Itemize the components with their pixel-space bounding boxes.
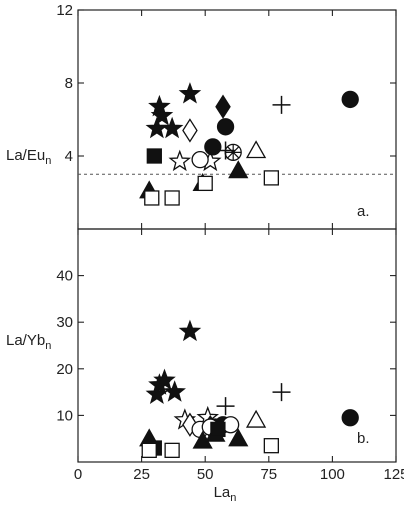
- data-point-star-filled: [153, 368, 176, 391]
- data-point-square-open: [263, 170, 279, 186]
- ylabel-bottom: La/Ybn: [6, 332, 51, 352]
- data-point-circle-cross-open: [224, 143, 242, 162]
- x-tick-label: 50: [197, 466, 214, 483]
- y-tick-label: 20: [56, 361, 73, 378]
- ylabel-top-subscript: n: [45, 155, 51, 167]
- xlabel: Lan: [214, 484, 237, 504]
- x-tick-label: 125: [383, 466, 404, 483]
- xlabel-subscript: n: [230, 492, 236, 504]
- data-point-star-filled: [178, 319, 202, 342]
- data-point-star-open: [168, 149, 192, 172]
- ylabel-top: La/Eun: [6, 147, 51, 167]
- data-point-plus: [272, 383, 291, 402]
- plot-frame: [77, 228, 397, 463]
- data-point-circle-filled: [341, 90, 359, 109]
- x-tick-label: 25: [133, 466, 150, 483]
- data-point-triangle-open: [245, 409, 267, 428]
- data-point-circle-open: [191, 150, 209, 169]
- data-point-star-filled: [163, 380, 186, 402]
- ylabel-bottom-subscript: n: [45, 340, 51, 352]
- data-point-plus: [216, 397, 235, 416]
- x-tick-label: 0: [74, 466, 82, 483]
- y-tick-label: 10: [56, 407, 73, 424]
- data-point-square-filled: [146, 148, 162, 164]
- panel-b: 0 25 50 75 100 125 10 20 30 40: [56, 228, 404, 483]
- y-tick-label: 4: [65, 148, 73, 165]
- data-point-square-open: [141, 442, 157, 459]
- data-point-circle-filled: [341, 409, 359, 427]
- x-tick-label: 100: [320, 466, 345, 483]
- data-point-triangle-filled: [228, 428, 249, 447]
- data-point-square-open: [164, 442, 180, 459]
- plot-frame: [77, 9, 397, 230]
- panel-a: 4 8 12: [56, 2, 397, 230]
- data-point-square-open: [164, 190, 180, 206]
- data-point-circle-filled: [204, 138, 222, 156]
- data-point-square-filled: [210, 421, 226, 438]
- panel-label-a: a.: [357, 203, 370, 220]
- data-point-plus: [216, 141, 235, 160]
- data-point-diamond-filled: [215, 94, 231, 119]
- data-point-square-open: [144, 190, 160, 206]
- data-point-triangle-filled: [228, 160, 249, 179]
- y-tick-label: 8: [65, 75, 73, 92]
- data-point-square-open: [263, 438, 279, 454]
- y-tick-label: 40: [56, 268, 73, 285]
- data-point-circle-filled: [216, 118, 235, 136]
- panel-label-b: b.: [357, 430, 370, 447]
- data-point-star-filled: [160, 116, 184, 139]
- y-tick-label: 12: [56, 2, 73, 19]
- data-point-star-filled: [178, 82, 202, 104]
- data-point-triangle-open: [245, 140, 267, 159]
- data-point-diamond-open: [182, 118, 198, 143]
- data-point-square-open: [197, 175, 213, 192]
- y-tick-label: 30: [56, 314, 73, 331]
- data-point-plus: [272, 95, 291, 114]
- x-tick-label: 75: [260, 466, 277, 483]
- data-point-star-filled: [150, 103, 174, 126]
